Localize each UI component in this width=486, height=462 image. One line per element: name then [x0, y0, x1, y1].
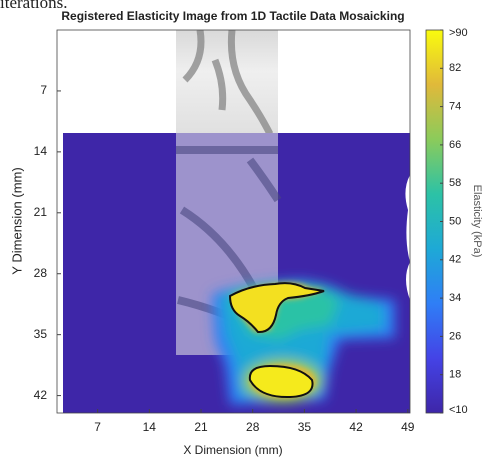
- y-tick-label: 7: [40, 83, 47, 97]
- colorbar-tick-label: 58: [449, 177, 461, 189]
- colorbar-tick-label: 42: [449, 254, 461, 266]
- chart-title: Registered Elasticity Image from 1D Tact…: [61, 9, 404, 23]
- colorbar-tick-label: 74: [449, 101, 461, 113]
- elasticity-image: [57, 30, 410, 413]
- x-tick-label: 14: [143, 420, 157, 434]
- caption-fragment: iterations.: [0, 0, 68, 12]
- y-tick-label: 42: [34, 388, 48, 402]
- y-tick-label: 21: [34, 205, 48, 219]
- x-tick-label: 49: [401, 420, 415, 434]
- x-tick-label: 35: [298, 420, 312, 434]
- colorbar-tick-label: <10: [449, 404, 468, 416]
- colorbar-tick-label: 18: [449, 369, 461, 381]
- y-tick-label: 14: [34, 144, 48, 158]
- colorbar-tick-label: >90: [449, 27, 468, 39]
- x-tick-label: 21: [194, 420, 208, 434]
- colorbar-tick-label: 26: [449, 330, 461, 342]
- chart: iterations. Registered Elasticity Image …: [0, 0, 486, 462]
- colorbar-tick-label: 34: [449, 292, 461, 304]
- x-tick-label: 28: [246, 420, 260, 434]
- colorbar-tick-label: 82: [449, 62, 461, 74]
- x-tick-label: 42: [349, 420, 363, 434]
- x-axis-label: X Dimension (mm): [183, 443, 282, 457]
- colorbar-tick-label: 50: [449, 215, 461, 227]
- x-tick-label: 7: [94, 420, 101, 434]
- y-axis-label: Y Dimension (mm): [9, 167, 24, 274]
- colorbar-tick-label: 66: [449, 139, 461, 151]
- y-tick-label: 28: [34, 266, 48, 280]
- colorbar-label: Elasticity (kPa): [471, 185, 483, 258]
- y-tick-label: 35: [34, 327, 48, 341]
